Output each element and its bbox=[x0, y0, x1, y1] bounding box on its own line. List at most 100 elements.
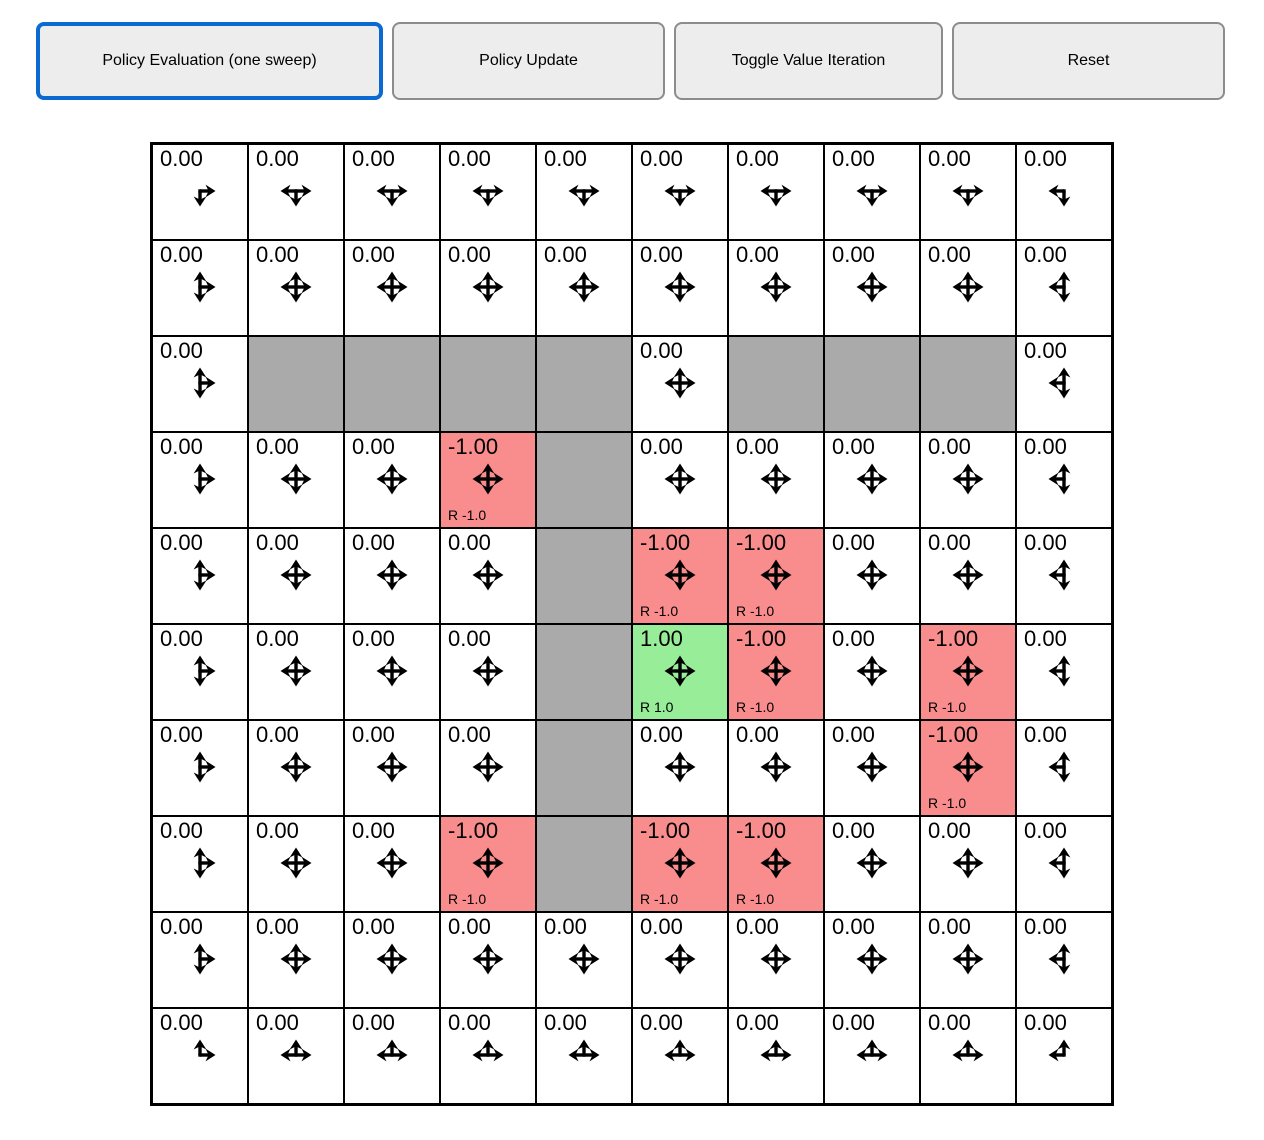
grid-cell[interactable]: 0.00 bbox=[152, 528, 248, 624]
grid-cell[interactable]: 0.00 bbox=[248, 240, 344, 336]
grid-cell[interactable]: 0.00 bbox=[152, 336, 248, 432]
grid-cell[interactable]: 0.00 bbox=[632, 336, 728, 432]
grid-cell[interactable]: 0.00 bbox=[344, 624, 440, 720]
grid-cell[interactable]: 0.00 bbox=[248, 144, 344, 240]
grid-cell[interactable]: 0.00 bbox=[920, 144, 1016, 240]
grid-cell[interactable]: 0.00 bbox=[1016, 432, 1112, 528]
grid-cell[interactable]: 0.00 bbox=[344, 1008, 440, 1104]
grid-cell[interactable]: 0.00 bbox=[920, 240, 1016, 336]
grid-cell[interactable]: 0.00 bbox=[1016, 1008, 1112, 1104]
grid-cell[interactable]: 0.00 bbox=[824, 720, 920, 816]
grid-cell[interactable]: 0.00 bbox=[440, 1008, 536, 1104]
grid-cell[interactable]: 0.00 bbox=[536, 144, 632, 240]
grid-cell[interactable]: 0.00 bbox=[824, 816, 920, 912]
grid-cell[interactable]: 0.00 bbox=[632, 144, 728, 240]
grid-cell[interactable]: 0.00 bbox=[440, 912, 536, 1008]
grid-cell[interactable]: 0.00 bbox=[152, 912, 248, 1008]
grid-cell[interactable]: 0.00 bbox=[344, 912, 440, 1008]
grid-cell[interactable]: -1.00 R -1.0 bbox=[920, 624, 1016, 720]
grid-cell[interactable]: 0.00 bbox=[440, 624, 536, 720]
grid-cell[interactable]: 0.00 bbox=[632, 720, 728, 816]
grid-cell[interactable]: 0.00 bbox=[152, 240, 248, 336]
grid-cell[interactable]: 0.00 bbox=[728, 912, 824, 1008]
grid-cell[interactable]: 0.00 bbox=[920, 816, 1016, 912]
grid-cell[interactable]: 0.00 bbox=[536, 1008, 632, 1104]
grid-cell[interactable]: 0.00 bbox=[248, 624, 344, 720]
grid-cell[interactable]: 0.00 bbox=[152, 432, 248, 528]
grid-cell[interactable]: 0.00 bbox=[1016, 528, 1112, 624]
grid-cell[interactable]: 0.00 bbox=[920, 1008, 1016, 1104]
policy-update-button[interactable]: Policy Update bbox=[392, 22, 665, 100]
grid-cell[interactable]: 0.00 bbox=[440, 144, 536, 240]
grid-cell[interactable]: 0.00 bbox=[344, 720, 440, 816]
cell-value: 0.00 bbox=[160, 626, 203, 651]
grid-cell[interactable]: -1.00 R -1.0 bbox=[920, 720, 1016, 816]
cell-value: 0.00 bbox=[544, 914, 587, 939]
grid-cell[interactable]: 0.00 bbox=[632, 912, 728, 1008]
grid-cell[interactable]: 1.00 R 1.0 bbox=[632, 624, 728, 720]
grid-cell[interactable]: 0.00 bbox=[824, 432, 920, 528]
grid-cell[interactable]: 0.00 bbox=[152, 144, 248, 240]
grid-cell[interactable]: 0.00 bbox=[632, 432, 728, 528]
reset-button[interactable]: Reset bbox=[952, 22, 1225, 100]
grid-cell[interactable]: 0.00 bbox=[248, 816, 344, 912]
grid-cell[interactable]: 0.00 bbox=[248, 528, 344, 624]
grid-cell[interactable]: 0.00 bbox=[536, 912, 632, 1008]
grid-cell[interactable]: 0.00 bbox=[728, 432, 824, 528]
grid-cell[interactable]: 0.00 bbox=[632, 240, 728, 336]
grid-cell[interactable]: 0.00 bbox=[536, 240, 632, 336]
grid-cell[interactable]: 0.00 bbox=[632, 1008, 728, 1104]
policy-arrows-icon bbox=[1048, 655, 1071, 687]
grid-cell[interactable]: 0.00 bbox=[344, 816, 440, 912]
grid-cell[interactable]: 0.00 bbox=[344, 240, 440, 336]
grid-cell[interactable]: 0.00 bbox=[440, 240, 536, 336]
cell-value: 1.00 bbox=[640, 626, 683, 651]
grid-cell[interactable]: 0.00 bbox=[440, 720, 536, 816]
grid-cell[interactable]: 0.00 bbox=[824, 528, 920, 624]
grid-cell[interactable]: 0.00 bbox=[824, 624, 920, 720]
grid-cell[interactable]: 0.00 bbox=[824, 1008, 920, 1104]
grid-cell[interactable]: 0.00 bbox=[344, 528, 440, 624]
grid-cell[interactable]: 0.00 bbox=[1016, 240, 1112, 336]
grid-cell[interactable]: 0.00 bbox=[920, 432, 1016, 528]
grid-cell[interactable]: -1.00 R -1.0 bbox=[728, 624, 824, 720]
wall-cell bbox=[344, 336, 440, 432]
grid-cell[interactable]: 0.00 bbox=[728, 144, 824, 240]
grid-cell[interactable]: 0.00 bbox=[152, 624, 248, 720]
grid-cell[interactable]: 0.00 bbox=[824, 144, 920, 240]
grid-cell[interactable]: 0.00 bbox=[152, 816, 248, 912]
grid-cell[interactable]: 0.00 bbox=[248, 432, 344, 528]
grid-cell[interactable]: 0.00 bbox=[728, 1008, 824, 1104]
grid-cell[interactable]: -1.00 R -1.0 bbox=[440, 432, 536, 528]
policy-evaluation-button[interactable]: Policy Evaluation (one sweep) bbox=[36, 22, 383, 100]
grid-cell[interactable]: 0.00 bbox=[824, 912, 920, 1008]
grid-cell[interactable]: 0.00 bbox=[152, 1008, 248, 1104]
grid-cell[interactable]: 0.00 bbox=[440, 528, 536, 624]
grid-cell[interactable]: 0.00 bbox=[1016, 912, 1112, 1008]
toggle-value-iteration-button[interactable]: Toggle Value Iteration bbox=[674, 22, 943, 100]
grid-cell[interactable]: 0.00 bbox=[344, 144, 440, 240]
grid-cell[interactable]: -1.00 R -1.0 bbox=[728, 816, 824, 912]
cell-value: 0.00 bbox=[160, 914, 203, 939]
grid-cell[interactable]: 0.00 bbox=[824, 240, 920, 336]
grid-cell[interactable]: 0.00 bbox=[1016, 144, 1112, 240]
grid-cell[interactable]: 0.00 bbox=[1016, 816, 1112, 912]
grid-cell[interactable]: -1.00 R -1.0 bbox=[728, 528, 824, 624]
grid-cell[interactable]: 0.00 bbox=[1016, 720, 1112, 816]
grid-cell[interactable]: 0.00 bbox=[920, 912, 1016, 1008]
grid-cell[interactable]: 0.00 bbox=[248, 720, 344, 816]
grid-cell[interactable]: 0.00 bbox=[248, 912, 344, 1008]
policy-arrows-icon bbox=[952, 184, 984, 207]
grid-cell[interactable]: 0.00 bbox=[920, 528, 1016, 624]
grid-cell[interactable]: 0.00 bbox=[152, 720, 248, 816]
grid-cell[interactable]: 0.00 bbox=[248, 1008, 344, 1104]
cell-value: 0.00 bbox=[832, 722, 875, 747]
grid-cell[interactable]: 0.00 bbox=[344, 432, 440, 528]
grid-cell[interactable]: 0.00 bbox=[728, 240, 824, 336]
grid-cell[interactable]: -1.00 R -1.0 bbox=[632, 816, 728, 912]
grid-cell[interactable]: 0.00 bbox=[1016, 336, 1112, 432]
grid-cell[interactable]: -1.00 R -1.0 bbox=[632, 528, 728, 624]
grid-cell[interactable]: 0.00 bbox=[1016, 624, 1112, 720]
grid-cell[interactable]: 0.00 bbox=[728, 720, 824, 816]
grid-cell[interactable]: -1.00 R -1.0 bbox=[440, 816, 536, 912]
